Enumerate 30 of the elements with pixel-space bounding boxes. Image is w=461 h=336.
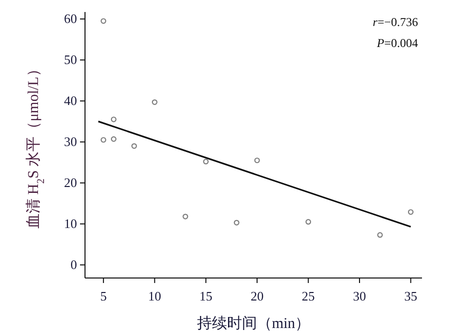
y-tick-label: 20 xyxy=(64,175,77,190)
point xyxy=(100,18,106,24)
x-tick-label: 5 xyxy=(100,288,107,304)
y-tick-label: 40 xyxy=(64,93,77,108)
point xyxy=(305,219,312,225)
x-tick-label: 25 xyxy=(302,288,315,304)
point xyxy=(182,214,188,220)
annotation: r=−0.736 xyxy=(372,15,418,29)
point xyxy=(110,116,116,122)
point xyxy=(131,143,137,149)
point xyxy=(377,232,383,238)
x-tick-label: 10 xyxy=(148,288,162,304)
x-tick-label: 35 xyxy=(404,288,418,304)
point xyxy=(234,220,240,226)
y-tick-label: 10 xyxy=(64,216,77,232)
point xyxy=(254,158,260,164)
y-tick-label: 0 xyxy=(70,257,77,272)
x-axis-title: 持续时间（min） xyxy=(196,315,310,332)
point xyxy=(100,137,106,143)
point xyxy=(152,99,158,105)
x-tick-label: 15 xyxy=(199,288,212,304)
y-tick-label: 50 xyxy=(64,52,77,68)
annotation: P=0.004 xyxy=(376,36,418,50)
point xyxy=(203,158,209,164)
y-tick-label: 60 xyxy=(64,11,77,26)
point xyxy=(110,136,116,142)
x-tick-label: 20 xyxy=(250,288,264,304)
x-tick-label: 30 xyxy=(353,288,366,304)
point xyxy=(408,209,414,215)
y-tick-label: 30 xyxy=(64,134,77,150)
